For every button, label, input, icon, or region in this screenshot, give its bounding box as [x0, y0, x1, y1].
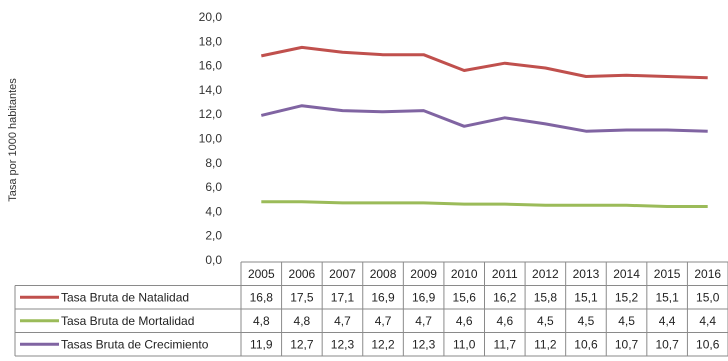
data-label: 15,2 — [615, 290, 639, 304]
x-tick-label: 2015 — [654, 267, 681, 281]
series-line-3 — [260, 104, 708, 133]
data-label: 16,9 — [371, 290, 395, 304]
data-label: 12,3 — [412, 337, 436, 351]
data-label: 15,0 — [696, 290, 720, 304]
data-label: 15,6 — [453, 290, 477, 304]
data-label: 4,4 — [699, 314, 716, 328]
data-label: 16,9 — [412, 290, 436, 304]
y-tick-label: 20,0 — [199, 10, 223, 24]
data-label: 11,0 — [453, 337, 476, 351]
data-label: 4,4 — [659, 314, 676, 328]
data-label: 15,1 — [574, 290, 598, 304]
x-tick-label: 2012 — [532, 267, 559, 281]
data-label: 4,8 — [294, 314, 311, 328]
data-label: 15,1 — [655, 290, 679, 304]
data-label: 10,6 — [574, 337, 598, 351]
y-tick-label: 10,0 — [199, 132, 223, 146]
y-tick-label: 12,0 — [199, 107, 223, 121]
data-label: 11,7 — [494, 337, 517, 351]
data-label: 11,2 — [534, 337, 557, 351]
x-tick-label: 2016 — [694, 267, 721, 281]
data-label: 11,9 — [250, 337, 273, 351]
y-axis-ticks: 0,0 2,0 4,0 6,0 8,0 10,0 12,0 14,0 16,0 18,0 20,0 — [199, 10, 223, 267]
x-tick-label: 2008 — [370, 267, 397, 281]
data-table: 2005 2006 2007 2008 2009 2010 2011 2012 2013 2014… — [14, 261, 728, 357]
x-tick-label: 2007 — [329, 267, 356, 281]
data-label: 4,5 — [537, 314, 554, 328]
data-label: 16,2 — [493, 290, 517, 304]
data-label: 17,5 — [290, 290, 314, 304]
data-label: 4,6 — [496, 314, 513, 328]
data-label: 4,7 — [375, 314, 392, 328]
series-line-2 — [261, 200, 708, 208]
data-label: 4,8 — [253, 314, 270, 328]
y-tick-label: 0,0 — [205, 253, 222, 267]
series-line-1 — [260, 45, 708, 80]
data-label: 4,7 — [334, 314, 351, 328]
data-label: 17,1 — [331, 290, 355, 304]
y-axis-title: Tasa por 1000 habitantes — [7, 78, 19, 202]
data-label: 4,5 — [578, 314, 595, 328]
legend-label: Tasas Bruta de Crecimiento — [61, 337, 209, 351]
data-label: 10,7 — [655, 337, 679, 351]
data-label: 4,6 — [456, 314, 473, 328]
y-tick-label: 4,0 — [205, 204, 222, 218]
data-label: 4,7 — [415, 314, 432, 328]
data-label: 12,2 — [371, 337, 395, 351]
y-tick-label: 6,0 — [205, 180, 222, 194]
x-tick-label: 2010 — [451, 267, 478, 281]
plot-area — [260, 45, 708, 208]
legend-label: Tasa Bruta de Mortalidad — [61, 314, 194, 328]
data-label: 10,6 — [696, 337, 720, 351]
legend-label: Tasa Bruta de Natalidad — [61, 290, 189, 304]
y-tick-label: 16,0 — [199, 59, 223, 73]
y-tick-label: 14,0 — [199, 83, 223, 97]
data-label: 15,8 — [534, 290, 558, 304]
y-tick-label: 18,0 — [199, 34, 223, 48]
x-tick-label: 2009 — [410, 267, 437, 281]
x-tick-label: 2014 — [613, 267, 640, 281]
x-tick-label: 2006 — [289, 267, 316, 281]
x-tick-label: 2005 — [248, 267, 275, 281]
x-tick-label: 2013 — [573, 267, 600, 281]
y-tick-label: 2,0 — [205, 229, 222, 243]
data-label: 12,3 — [331, 337, 355, 351]
data-label: 16,8 — [250, 290, 274, 304]
x-tick-label: 2011 — [492, 267, 518, 281]
y-tick-label: 8,0 — [205, 156, 222, 170]
data-label: 4,5 — [618, 314, 635, 328]
data-label: 10,7 — [615, 337, 639, 351]
data-label: 12,7 — [290, 337, 314, 351]
